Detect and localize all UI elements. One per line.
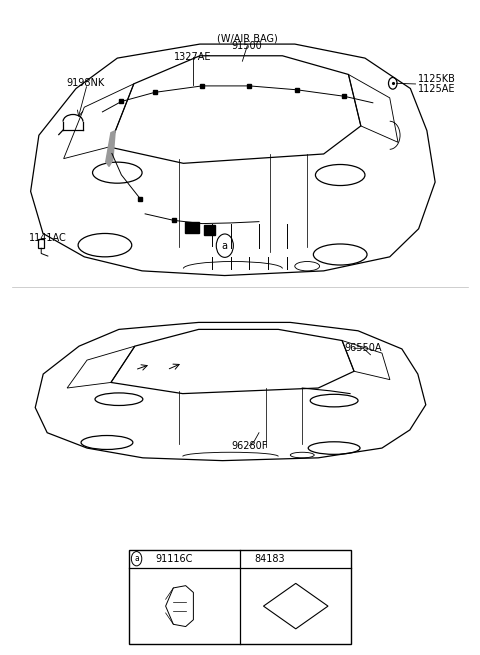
Bar bbox=[204, 225, 215, 235]
Text: 96550A: 96550A bbox=[344, 343, 382, 353]
Text: 1327AE: 1327AE bbox=[174, 52, 211, 62]
Text: 1125KB: 1125KB bbox=[418, 75, 456, 84]
Bar bbox=[129, 550, 351, 645]
Text: (W/AIR BAG): (W/AIR BAG) bbox=[217, 33, 277, 43]
Text: 91116C: 91116C bbox=[156, 553, 193, 564]
Text: 1141AC: 1141AC bbox=[29, 233, 67, 243]
Bar bbox=[185, 221, 199, 233]
Text: 84183: 84183 bbox=[254, 553, 285, 564]
Polygon shape bbox=[106, 131, 115, 166]
Text: 91500: 91500 bbox=[232, 41, 263, 51]
Text: 9198NK: 9198NK bbox=[67, 79, 105, 88]
Bar bbox=[38, 239, 44, 248]
Text: a: a bbox=[222, 240, 228, 251]
Text: 96280F: 96280F bbox=[231, 441, 268, 451]
Text: 1125AE: 1125AE bbox=[418, 83, 456, 94]
Text: a: a bbox=[134, 554, 139, 563]
